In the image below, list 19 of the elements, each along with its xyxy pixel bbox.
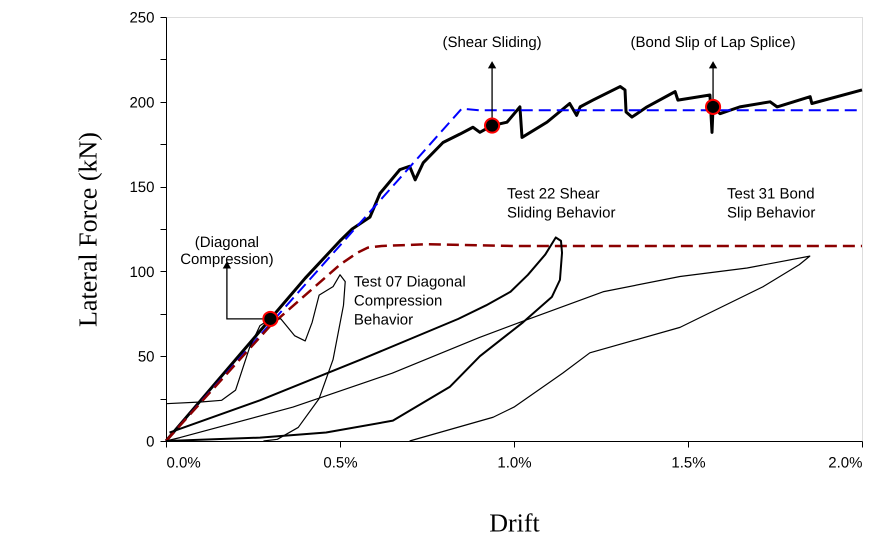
x-tick-label: 1.0%	[497, 454, 532, 472]
annotation: (Shear Sliding)	[442, 34, 542, 51]
x-tick-label: 1.5%	[671, 454, 706, 472]
annotation: (Diagonal Compression)	[180, 234, 274, 268]
y-tick-label: 100	[129, 264, 154, 281]
x-tick-label: 0.5%	[323, 454, 358, 472]
y-tick-label: 0	[146, 434, 154, 450]
annotation: Test 31 Bond Slip Behavior	[726, 186, 816, 222]
x-tick-label: 2.0%	[828, 454, 862, 472]
y-axis-title: Lateral Force (kN)	[73, 132, 102, 327]
y-tick-label: 200	[129, 94, 154, 112]
annotation: (Bond Slip of Lap Splice)	[630, 34, 796, 51]
x-tick-label: 0.0%	[166, 454, 201, 472]
annotation: Test 07 Diagonal Compression Behavior	[354, 273, 466, 328]
y-tick-label: 250	[129, 10, 154, 26]
x-axis-title: Drift	[489, 508, 541, 538]
annotation: Test 22 Shear Sliding Behavior	[507, 186, 616, 222]
y-tick-label: 150	[129, 179, 154, 196]
y-tick-label: 50	[138, 348, 154, 366]
